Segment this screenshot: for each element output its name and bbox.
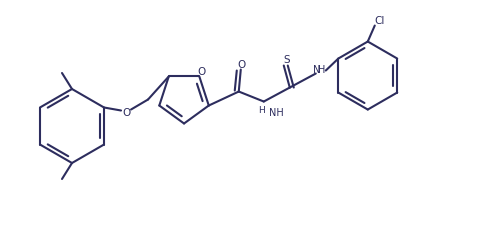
Text: NH: NH (268, 107, 283, 117)
Text: O: O (122, 107, 130, 117)
Text: N: N (313, 64, 320, 74)
Text: Cl: Cl (374, 16, 384, 25)
Text: H: H (258, 106, 265, 114)
Text: S: S (283, 54, 290, 64)
Text: O: O (237, 59, 245, 69)
Text: O: O (197, 67, 205, 77)
Text: H: H (318, 64, 325, 74)
